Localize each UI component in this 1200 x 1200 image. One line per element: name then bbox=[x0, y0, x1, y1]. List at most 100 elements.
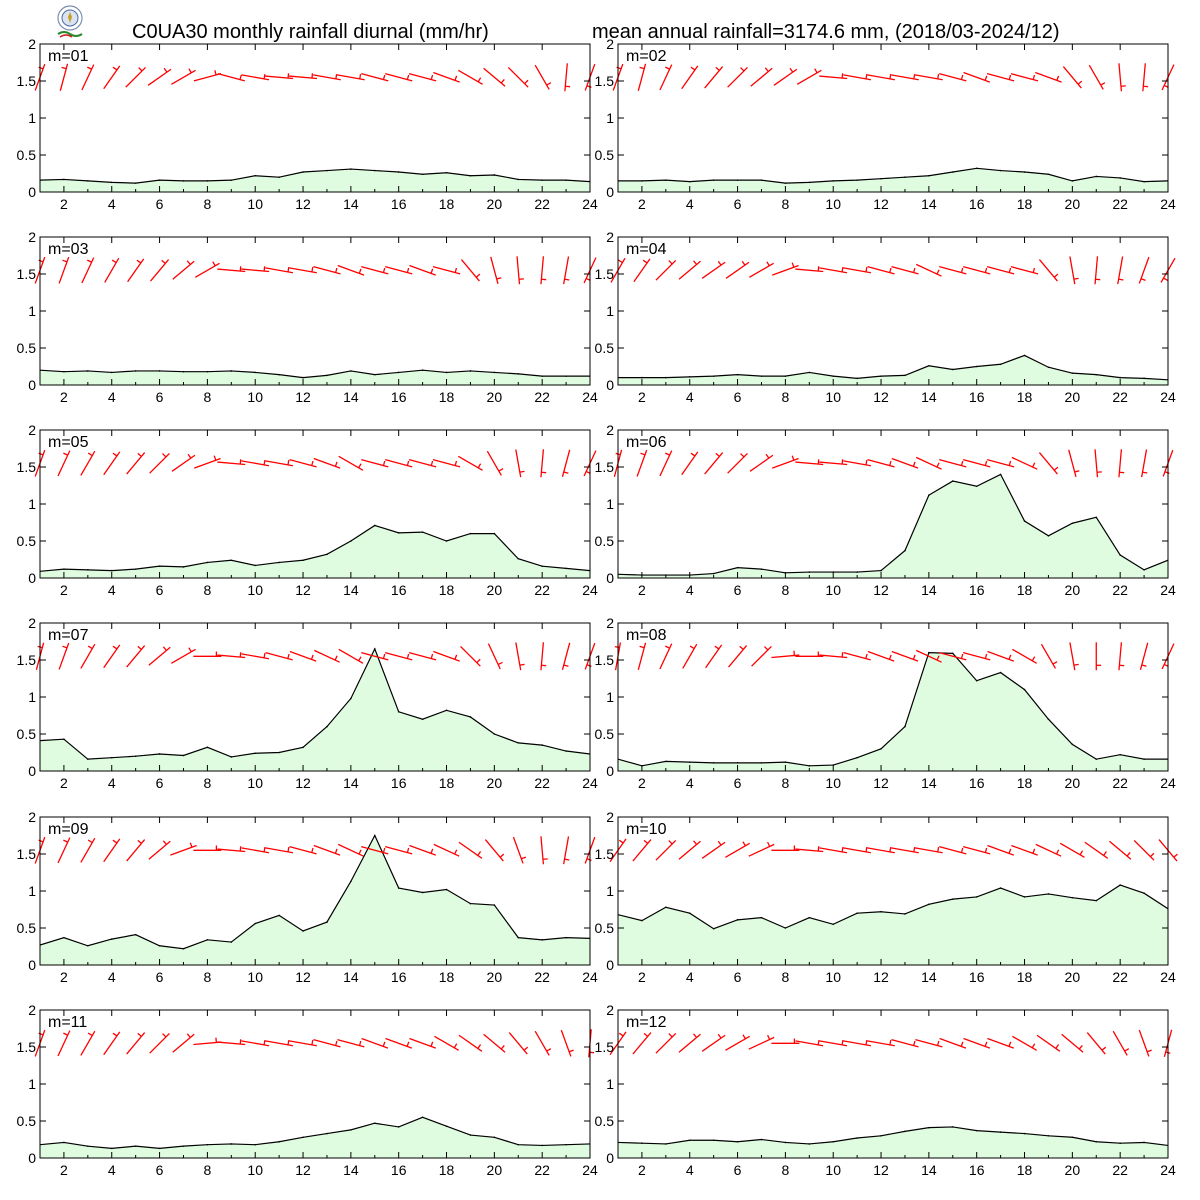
data-point bbox=[541, 744, 543, 746]
y-tick-label: 0 bbox=[606, 570, 614, 586]
data-point bbox=[350, 540, 352, 542]
data-point bbox=[87, 180, 89, 182]
wind-barb bbox=[217, 1039, 246, 1046]
wind-barb bbox=[337, 264, 365, 276]
x-tick-label: 14 bbox=[921, 389, 937, 405]
wind-barb bbox=[361, 652, 389, 661]
y-tick-label: 0 bbox=[606, 377, 614, 393]
wind-barb bbox=[540, 642, 547, 671]
x-tick-label: 18 bbox=[439, 1162, 455, 1178]
plot-content bbox=[618, 354, 1168, 385]
wind-barb bbox=[103, 65, 121, 90]
y-tick-label: 2 bbox=[28, 36, 36, 52]
x-tick-label: 18 bbox=[439, 969, 455, 985]
y-tick-label: 1 bbox=[606, 110, 614, 126]
x-tick-label: 10 bbox=[247, 775, 263, 791]
wind-barb bbox=[939, 73, 967, 82]
wind-barb bbox=[678, 260, 701, 280]
data-point bbox=[158, 565, 161, 567]
wind-barb bbox=[986, 266, 1015, 275]
panel-4: 00.511.522 4 6 8 10 12 14 16 18 20 22 24m=04 bbox=[595, 229, 1176, 405]
wind-barb bbox=[1112, 1030, 1130, 1056]
logo bbox=[57, 5, 83, 38]
data-point bbox=[517, 178, 520, 181]
x-tick-label: 10 bbox=[247, 389, 263, 405]
wind-barb bbox=[508, 1032, 529, 1055]
x-tick-label: 10 bbox=[247, 196, 263, 212]
wind-barb bbox=[681, 451, 699, 476]
wind-barb bbox=[843, 460, 872, 467]
wind-barb bbox=[1139, 642, 1149, 670]
wind-barb bbox=[564, 63, 571, 92]
wind-barb bbox=[171, 647, 196, 664]
wind-barb bbox=[915, 649, 942, 663]
wind-barb bbox=[1010, 266, 1039, 275]
data-point bbox=[736, 919, 739, 921]
data-point bbox=[665, 1143, 667, 1145]
data-point bbox=[110, 371, 113, 374]
wind-barb bbox=[534, 64, 552, 90]
data-point bbox=[1071, 372, 1074, 374]
data-point bbox=[928, 364, 930, 367]
y-tick-label: 2 bbox=[606, 422, 614, 438]
wind-barb bbox=[126, 645, 146, 668]
wind-barb bbox=[409, 1037, 436, 1049]
data-point bbox=[999, 363, 1002, 366]
wind-barb bbox=[313, 266, 341, 275]
data-point bbox=[1095, 758, 1098, 760]
x-tick-label: 2 bbox=[60, 1162, 68, 1178]
x-tick-label: 22 bbox=[1112, 582, 1128, 598]
data-point bbox=[1095, 373, 1098, 376]
wind-barb bbox=[748, 841, 775, 857]
wind-barb bbox=[987, 844, 1014, 856]
wind-barb bbox=[265, 460, 294, 467]
wind-barb bbox=[193, 1037, 222, 1046]
wind-barb bbox=[1069, 642, 1079, 671]
wind-barb bbox=[795, 459, 824, 466]
wind-barb bbox=[507, 66, 529, 88]
wind-barb bbox=[682, 643, 698, 669]
x-tick-label: 18 bbox=[1017, 582, 1033, 598]
wind-barb bbox=[57, 837, 71, 864]
data-point bbox=[975, 167, 978, 170]
data-point bbox=[350, 1129, 352, 1131]
data-point bbox=[302, 559, 304, 562]
panel-label: m=05 bbox=[48, 434, 89, 451]
y-tick-label: 0.5 bbox=[17, 147, 37, 163]
wind-barb bbox=[633, 258, 651, 283]
wind-barb bbox=[819, 1040, 848, 1047]
wind-barb bbox=[1118, 449, 1125, 478]
wind-barb bbox=[772, 262, 799, 276]
data-point bbox=[182, 370, 185, 373]
wind-barb bbox=[819, 459, 848, 466]
x-tick-label: 8 bbox=[781, 775, 789, 791]
x-tick-label: 4 bbox=[686, 196, 694, 212]
data-point bbox=[856, 756, 858, 759]
y-tick-label: 0 bbox=[28, 763, 36, 779]
x-tick-label: 16 bbox=[391, 775, 407, 791]
wind-barb bbox=[126, 1032, 146, 1055]
x-tick-label: 6 bbox=[156, 775, 164, 791]
data-point bbox=[784, 375, 787, 377]
data-point bbox=[302, 376, 304, 379]
x-tick-label: 20 bbox=[1065, 196, 1081, 212]
wind-barb bbox=[701, 260, 726, 279]
rain-area bbox=[618, 168, 1168, 192]
wind-barb bbox=[408, 73, 437, 82]
data-point bbox=[832, 180, 835, 182]
y-tick-label: 1.5 bbox=[17, 73, 37, 89]
x-tick-label: 12 bbox=[873, 969, 889, 985]
wind-barb bbox=[58, 256, 70, 284]
wind-barb bbox=[867, 1040, 895, 1047]
rain-line bbox=[40, 647, 590, 760]
plot-content bbox=[40, 168, 590, 192]
x-tick-label: 10 bbox=[825, 196, 841, 212]
data-point bbox=[517, 557, 520, 560]
x-tick-label: 22 bbox=[534, 775, 550, 791]
data-point bbox=[688, 761, 691, 763]
x-tick-label: 10 bbox=[247, 582, 263, 598]
x-tick-label: 4 bbox=[108, 1162, 116, 1178]
wind-barb bbox=[1011, 456, 1038, 470]
plot-content bbox=[40, 524, 590, 578]
wind-barb bbox=[265, 73, 294, 80]
